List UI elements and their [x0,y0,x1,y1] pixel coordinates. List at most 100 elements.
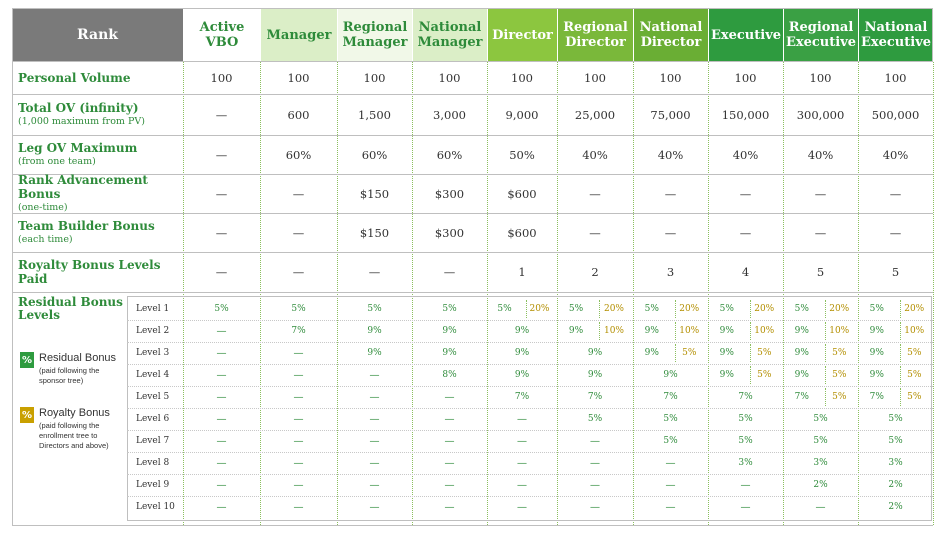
residual-value: 7% [663,392,678,402]
col-separator [858,62,859,525]
residual-value: 5% [291,304,306,314]
royalty-value: 20% [679,304,700,314]
level-label: Level 3 [136,348,170,358]
row-label: Leg OV Maximum (from one team) [18,135,181,174]
residual-value: — [293,413,304,425]
legend-title: Royalty Bonus [39,407,110,419]
row-value: — [215,225,228,240]
residual-value: 7% [738,392,753,402]
header-col-4: National Manager [412,8,487,62]
residual-value: — [740,479,751,491]
row-value: 40% [582,147,608,162]
split-divider [599,322,600,340]
residual-value: 8% [442,370,457,380]
royalty-value: 5% [757,348,772,358]
residual-value: — [369,369,380,381]
level-label: Level 7 [136,436,170,446]
residual-value: 9% [719,326,734,336]
split-divider [824,344,826,362]
residual-value: 9% [794,370,809,380]
row-left-border [12,62,13,525]
row-value: 4 [741,265,750,279]
level-label: Level 8 [136,458,170,468]
row-value: — [589,225,601,240]
royalty-value: 5% [682,348,697,358]
row-value: 100 [287,71,310,85]
residual-value: 9% [794,326,809,336]
residual-value: — [590,435,600,447]
row-value: 100 [210,71,233,85]
residual-value: 9% [644,348,659,358]
split-divider [899,322,901,340]
residual-value: 9% [719,370,734,380]
residual-value: — [590,501,600,513]
residual-value: 5% [813,414,828,424]
row-value: — [814,186,827,201]
residual-value: — [216,501,227,513]
residual-value: 5% [794,304,809,314]
split-divider [526,300,527,318]
residual-value: 2% [888,480,903,490]
row-value: — [664,225,677,240]
row-value: 25,000 [574,107,616,122]
row-value: $300 [434,186,465,201]
col-separator [933,62,934,525]
col-separator [412,62,413,525]
percent-icon: % [20,407,34,423]
row-value: 5 [891,265,900,279]
residual-value: — [665,457,676,469]
level-label: Level 5 [136,392,170,402]
row-value: 60% [285,147,312,162]
row-value: — [739,225,752,240]
residual-value: — [517,479,527,491]
residual-value: — [444,435,455,447]
row-value: 5 [816,265,825,279]
row-label: Rank Advancement Bonus (one-time) [18,173,181,213]
residual-value: 9% [869,326,884,336]
residual-value: — [216,369,227,381]
level-divider [127,496,933,497]
residual-value: — [369,479,380,491]
residual-value: — [444,479,455,491]
row-label-text: Royalty Bonus Levels Paid [18,258,161,286]
residual-value: 9% [587,348,603,358]
royalty-value: 10% [679,326,700,336]
level-label: Level 6 [136,414,170,424]
residual-value: 9% [367,348,382,358]
row-value: 100 [884,71,907,85]
residual-value: — [444,413,455,425]
residual-value: — [216,479,227,491]
residual-value: — [216,457,227,469]
level-divider [127,408,933,409]
row-value: — [814,225,827,240]
royalty-value: 5% [907,392,922,402]
level-divider [127,320,933,321]
split-divider [899,300,901,318]
split-divider [824,366,826,384]
residual-value: 7% [514,392,530,402]
split-divider [674,322,676,340]
residual-value: 7% [794,392,809,402]
row-value: 600 [287,107,310,122]
residual-value: — [369,501,380,513]
row-divider [12,213,933,214]
residual-value: 9% [587,370,603,380]
row-label-text: Leg OV Maximum [18,140,138,155]
row-value: $600 [507,186,537,201]
residual-value: 5% [214,304,229,314]
row-value: — [215,265,228,279]
residual-value: 5% [738,414,753,424]
residual-value: 5% [813,436,828,446]
residual-value: 9% [442,348,457,358]
col-separator [633,62,634,525]
row-value: 75,000 [650,107,691,122]
royalty-value: 10% [829,326,850,336]
residual-value: 9% [869,370,884,380]
row-value: 3,000 [433,107,466,122]
header-col-6: Regional Director [557,8,633,62]
row-divider [12,135,933,136]
royalty-value: 5% [832,392,847,402]
row-value: $300 [434,225,465,240]
row-value: 60% [436,147,463,162]
